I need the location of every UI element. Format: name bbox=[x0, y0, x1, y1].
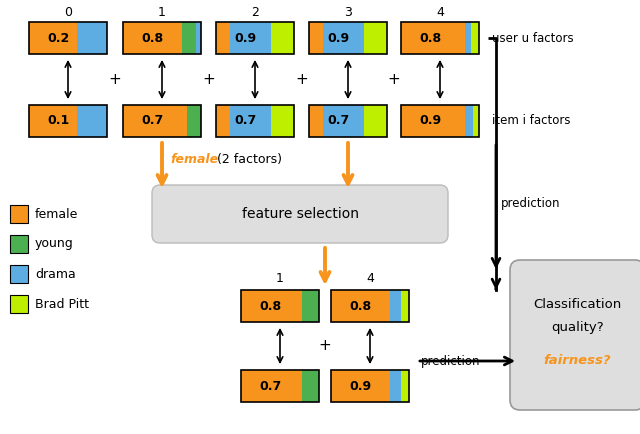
Text: user u factors: user u factors bbox=[492, 32, 573, 45]
Text: 0.8: 0.8 bbox=[420, 32, 442, 45]
Bar bbox=[241, 370, 319, 402]
Bar bbox=[401, 22, 479, 54]
Text: 0.1: 0.1 bbox=[47, 115, 70, 128]
Text: prediction: prediction bbox=[501, 197, 561, 210]
Text: 0.9: 0.9 bbox=[349, 379, 372, 392]
Bar bbox=[471, 22, 479, 54]
Bar bbox=[390, 290, 401, 322]
Bar bbox=[331, 370, 409, 402]
Bar bbox=[230, 105, 271, 137]
Bar bbox=[10, 295, 28, 313]
Text: 0.2: 0.2 bbox=[47, 32, 70, 45]
Text: young: young bbox=[35, 237, 74, 250]
Text: prediction: prediction bbox=[421, 355, 481, 368]
Text: 1: 1 bbox=[158, 7, 166, 20]
Bar bbox=[241, 370, 302, 402]
Text: 0.8: 0.8 bbox=[349, 299, 372, 312]
Text: 1: 1 bbox=[276, 272, 284, 285]
Text: (2 factors): (2 factors) bbox=[213, 153, 282, 166]
Text: +: + bbox=[109, 72, 122, 87]
Bar bbox=[465, 22, 471, 54]
Text: 0.9: 0.9 bbox=[420, 115, 442, 128]
Bar bbox=[241, 290, 319, 322]
Bar bbox=[364, 22, 387, 54]
Text: fairness?: fairness? bbox=[544, 354, 611, 366]
Bar bbox=[29, 105, 77, 137]
Bar bbox=[302, 370, 319, 402]
Text: item i factors: item i factors bbox=[492, 115, 570, 128]
FancyBboxPatch shape bbox=[152, 185, 448, 243]
Bar bbox=[196, 22, 201, 54]
Bar bbox=[401, 290, 409, 322]
Bar bbox=[465, 105, 473, 137]
Bar bbox=[309, 22, 323, 54]
Text: 0.7: 0.7 bbox=[328, 115, 350, 128]
Text: 0.7: 0.7 bbox=[234, 115, 257, 128]
Text: 4: 4 bbox=[436, 7, 444, 20]
Bar bbox=[216, 22, 230, 54]
Bar bbox=[29, 22, 107, 54]
Bar bbox=[331, 290, 409, 322]
Text: 0: 0 bbox=[64, 7, 72, 20]
Text: +: + bbox=[295, 72, 308, 87]
Bar bbox=[271, 105, 294, 137]
Bar bbox=[271, 22, 294, 54]
Bar bbox=[216, 105, 294, 137]
Text: 0.9: 0.9 bbox=[328, 32, 349, 45]
Bar bbox=[187, 105, 201, 137]
Text: 0.8: 0.8 bbox=[141, 32, 164, 45]
Text: Classification: Classification bbox=[533, 299, 621, 312]
Bar bbox=[29, 105, 107, 137]
Text: 2: 2 bbox=[251, 7, 259, 20]
Bar bbox=[331, 290, 390, 322]
Bar bbox=[123, 22, 201, 54]
Bar bbox=[364, 105, 387, 137]
Bar bbox=[331, 370, 390, 402]
Bar bbox=[216, 22, 294, 54]
Text: 0.9: 0.9 bbox=[235, 32, 257, 45]
Bar bbox=[123, 105, 187, 137]
Text: 0.8: 0.8 bbox=[260, 299, 282, 312]
Bar bbox=[77, 105, 107, 137]
Bar bbox=[182, 22, 196, 54]
Bar bbox=[77, 22, 107, 54]
Text: +: + bbox=[388, 72, 401, 87]
Bar bbox=[401, 105, 479, 137]
Bar bbox=[302, 290, 319, 322]
Bar bbox=[309, 22, 387, 54]
Bar bbox=[241, 290, 302, 322]
Text: feature selection: feature selection bbox=[241, 207, 358, 221]
FancyBboxPatch shape bbox=[510, 260, 640, 410]
Bar bbox=[309, 105, 387, 137]
Bar bbox=[473, 105, 479, 137]
Bar bbox=[10, 235, 28, 253]
Text: +: + bbox=[319, 339, 332, 354]
Bar bbox=[309, 105, 323, 137]
Bar bbox=[401, 22, 465, 54]
Bar bbox=[323, 105, 364, 137]
Text: quality?: quality? bbox=[551, 322, 604, 335]
Text: 0.7: 0.7 bbox=[141, 115, 164, 128]
Bar bbox=[123, 105, 201, 137]
Text: 4: 4 bbox=[366, 272, 374, 285]
Text: 0.7: 0.7 bbox=[259, 379, 282, 392]
Text: +: + bbox=[202, 72, 215, 87]
Text: drama: drama bbox=[35, 267, 76, 280]
Bar bbox=[323, 22, 364, 54]
Bar bbox=[230, 22, 271, 54]
Text: female: female bbox=[35, 207, 78, 220]
Text: 3: 3 bbox=[344, 7, 352, 20]
Text: Brad Pitt: Brad Pitt bbox=[35, 297, 89, 310]
Bar bbox=[10, 265, 28, 283]
Bar bbox=[401, 370, 409, 402]
Bar bbox=[216, 105, 230, 137]
Text: female: female bbox=[170, 153, 218, 166]
Bar bbox=[29, 22, 77, 54]
Bar bbox=[390, 370, 401, 402]
Bar bbox=[401, 105, 465, 137]
Bar bbox=[123, 22, 182, 54]
Bar bbox=[10, 205, 28, 223]
